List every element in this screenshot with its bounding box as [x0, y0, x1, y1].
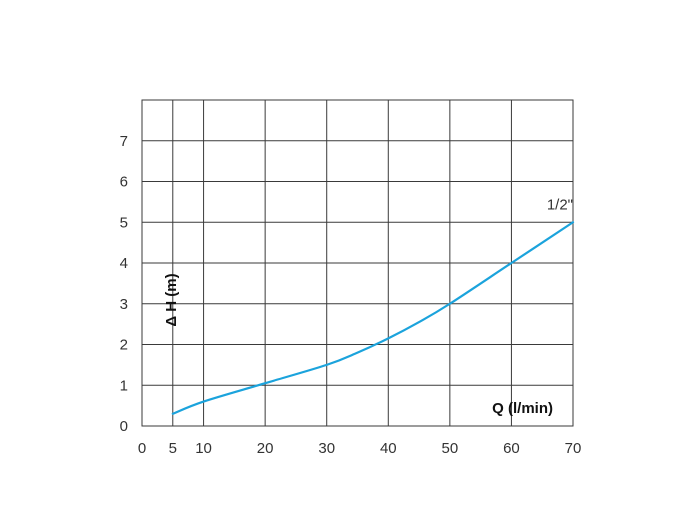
x-tick-label: 0 — [138, 440, 146, 457]
y-tick-label: 0 — [120, 418, 128, 435]
chart-grid — [141, 99, 574, 427]
x-tick-label: 50 — [442, 440, 459, 457]
x-tick-label: 10 — [195, 440, 212, 457]
series-label: 1/2" — [547, 196, 573, 213]
y-tick-label: 5 — [120, 214, 128, 231]
x-tick-label: 70 — [565, 440, 582, 457]
x-tick-label: 40 — [380, 440, 397, 457]
series-line — [171, 221, 575, 415]
x-tick-label: 60 — [503, 440, 520, 457]
x-tick-label: 20 — [257, 440, 274, 457]
series-layer: 1/2" — [171, 196, 575, 415]
axis-ticks: 0 5 10 20 30 40 50 60 70 0 1 2 3 4 5 6 7 — [120, 133, 582, 457]
y-tick-label: 6 — [120, 174, 128, 191]
y-axis-label: Δ H (m) — [163, 273, 180, 326]
y-tick-label: 3 — [120, 296, 128, 313]
x-tick-label: 5 — [169, 440, 177, 457]
x-axis-label: Q (l/min) — [492, 400, 553, 417]
x-tick-label: 30 — [318, 440, 335, 457]
y-tick-label: 4 — [120, 255, 128, 272]
y-tick-label: 2 — [120, 337, 128, 354]
y-tick-label: 1 — [120, 377, 128, 394]
y-tick-label: 7 — [120, 133, 128, 150]
